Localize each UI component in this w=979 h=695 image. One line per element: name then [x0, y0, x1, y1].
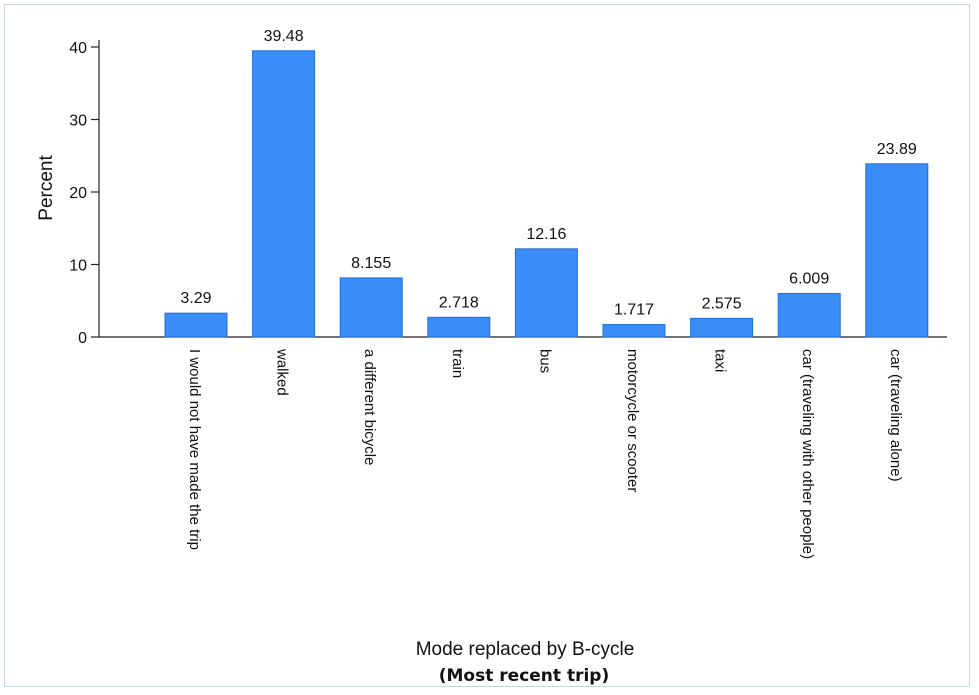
bar — [690, 317, 754, 338]
category-label: train — [449, 349, 466, 378]
bar-value-label: 1.717 — [614, 302, 654, 319]
category-labels: I would not have made the trip walked a di… — [186, 348, 904, 559]
bar — [865, 163, 929, 338]
bar-value-label: 3.29 — [180, 290, 211, 307]
x-axis-title: Mode replaced by B-cycle — [416, 639, 635, 660]
bar-value-label: 2.718 — [439, 294, 479, 311]
bar-value-label: 23.89 — [877, 141, 917, 158]
bar — [164, 312, 228, 338]
y-tick-label: 0 — [78, 330, 87, 347]
y-tick-label: 30 — [69, 113, 87, 130]
category-label: I would not have made the trip — [186, 349, 203, 550]
category-label: walked — [274, 348, 291, 396]
bar-value-label: 6.009 — [789, 270, 829, 287]
y-tick-label: 20 — [69, 185, 87, 202]
y-tick-label: 10 — [69, 258, 87, 275]
bar — [602, 324, 666, 338]
category-label: a different bicycle — [361, 349, 378, 465]
category-label: bus — [536, 349, 553, 373]
bar — [339, 277, 403, 338]
bar-value-label: 39.48 — [264, 28, 304, 45]
y-ticks: 0 10 20 30 40 — [69, 40, 99, 347]
category-label: car (traveling with other people) — [799, 349, 816, 559]
category-label: motorcycle or scooter — [624, 349, 641, 492]
bar-value-label: 2.575 — [702, 295, 742, 312]
chart-frame — [4, 4, 970, 687]
bar-value-label: 12.16 — [526, 226, 566, 243]
bar — [252, 50, 316, 338]
y-axis-title: Percent — [36, 155, 57, 221]
bars — [164, 50, 929, 338]
bar — [514, 248, 578, 338]
x-axis-subtitle: (Most recent trip) — [439, 666, 609, 686]
bar — [777, 292, 841, 338]
bar — [427, 316, 491, 338]
category-label: car (traveling alone) — [887, 349, 904, 482]
category-label: taxi — [712, 349, 729, 372]
value-labels: 3.29 39.48 8.155 2.718 12.16 1.717 2.575 6.009 2… — [180, 28, 916, 319]
y-tick-label: 40 — [69, 40, 87, 57]
bar-value-label: 8.155 — [351, 255, 391, 272]
